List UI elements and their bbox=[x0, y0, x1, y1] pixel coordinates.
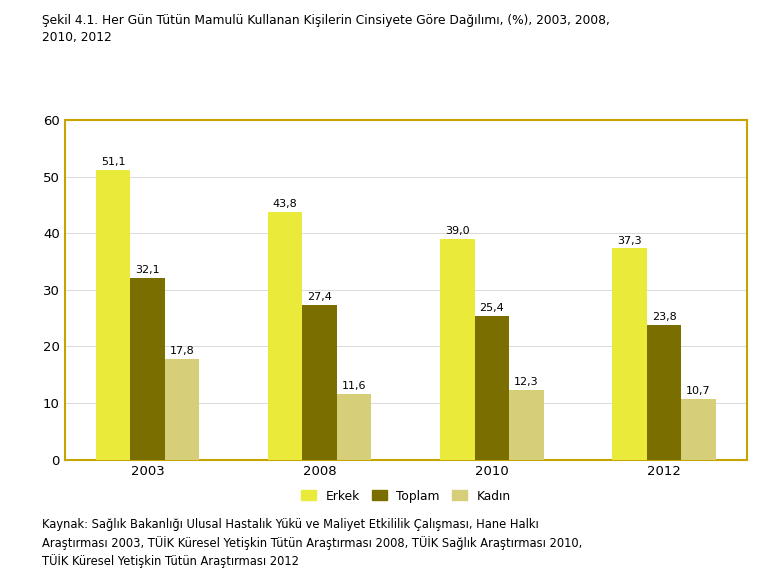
Text: 43,8: 43,8 bbox=[273, 199, 298, 209]
Bar bbox=[337, 394, 371, 460]
Text: 39,0: 39,0 bbox=[445, 226, 469, 236]
Bar bbox=[440, 239, 475, 460]
Text: 32,1: 32,1 bbox=[135, 265, 160, 275]
Bar bbox=[475, 316, 509, 460]
Bar bbox=[96, 170, 130, 460]
Text: 17,8: 17,8 bbox=[169, 346, 194, 356]
Text: 11,6: 11,6 bbox=[342, 381, 367, 391]
Text: 10,7: 10,7 bbox=[687, 386, 711, 396]
Text: 25,4: 25,4 bbox=[479, 303, 504, 313]
Text: 12,3: 12,3 bbox=[514, 377, 539, 387]
Legend: Erkek, Toplam, Kadın: Erkek, Toplam, Kadın bbox=[297, 486, 514, 506]
Text: 23,8: 23,8 bbox=[652, 312, 677, 322]
Text: 27,4: 27,4 bbox=[307, 292, 332, 301]
Text: 37,3: 37,3 bbox=[617, 236, 642, 246]
Text: 51,1: 51,1 bbox=[101, 158, 125, 167]
Text: Şekil 4.1. Her Gün Tütün Mamulü Kullanan Kişilerin Cinsiyete Göre Dağılımı, (%),: Şekil 4.1. Her Gün Tütün Mamulü Kullanan… bbox=[42, 14, 610, 45]
Text: Kaynak: Sağlık Bakanlığı Ulusal Hastalık Yükü ve Maliyet Etkililik Çalışması, Ha: Kaynak: Sağlık Bakanlığı Ulusal Hastalık… bbox=[42, 518, 582, 568]
Bar bbox=[647, 325, 681, 460]
Bar bbox=[268, 212, 303, 460]
Bar bbox=[613, 248, 647, 460]
Bar bbox=[130, 278, 165, 460]
Bar bbox=[509, 390, 543, 460]
Bar bbox=[303, 304, 337, 460]
Bar bbox=[165, 359, 199, 460]
Bar bbox=[681, 399, 716, 460]
